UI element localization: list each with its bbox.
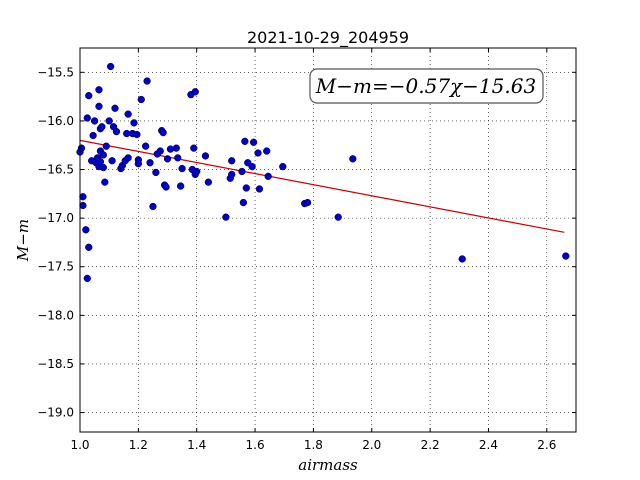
data-point [241,137,249,145]
fit-layer [79,139,565,233]
data-point [85,91,93,100]
data-point [228,157,236,165]
data-point [133,130,141,139]
data-point [263,147,271,155]
fit-line [79,139,565,233]
data-point [141,142,150,150]
data-point [102,142,110,150]
data-point [238,167,246,176]
data-point [279,162,287,171]
data-point [228,170,236,179]
data-point [95,102,103,110]
data-point [562,252,570,260]
data-point [178,164,186,173]
y-tick-label: −17.0 [37,211,74,225]
data-point [177,182,185,190]
data-point [458,255,466,263]
data-point [101,178,109,186]
data-point [190,144,198,152]
data-point [159,128,167,137]
data-point [82,226,90,234]
data-point [99,151,107,159]
y-tick-label: −16.5 [37,163,74,177]
data-point [222,213,230,221]
x-tick-labels: 1.0 1.2 1.4 1.6 1.8 2.0 2.2 2.4 2.6 [70,438,556,452]
ticks [79,48,576,432]
data-point [83,114,91,122]
y-axis-label: M−m [14,219,32,262]
data-point [162,183,170,191]
data-point [264,172,272,180]
data-point [239,198,248,207]
data-point [242,184,250,192]
y-tick-label: −16.0 [37,114,74,128]
data-point [174,154,182,162]
x-tick-label: 2.0 [362,438,381,452]
data-point [77,144,86,152]
data-point [193,167,201,176]
fit-annotation: M−m=−0.57χ−15.63 [309,68,544,104]
y-tick-label: −19.0 [37,406,74,420]
data-point [124,110,132,118]
x-tick-label: 1.8 [304,438,323,452]
data-point [134,160,143,168]
data-point [105,117,113,125]
x-tick-label: 2.6 [537,438,556,452]
data-point [149,202,157,211]
data-point [146,159,154,167]
data-point [79,193,87,201]
data-point [111,104,119,112]
y-tick-label: −18.5 [37,357,74,371]
data-point [255,185,264,193]
data-point [130,119,138,127]
x-tick-label: 1.0 [70,438,89,452]
x-axis-label: airmass [298,456,358,474]
data-point [85,243,93,251]
data-point [156,147,164,155]
data-point [163,155,172,163]
data-point [108,157,116,165]
data-point [112,127,121,136]
x-tick-label: 2.2 [421,438,440,452]
data-point [248,162,256,171]
data-points [76,62,570,283]
data-point [90,117,99,125]
data-point [106,62,115,71]
y-tick-labels: −15.5 −16.0 −16.5 −17.0 −17.5 −18.0 −18.5 −19.0 [37,65,74,419]
annotation-box [309,68,544,104]
x-tick-label: 2.4 [479,438,498,452]
annotation-text: M−m=−0.57χ−15.63 [315,74,536,98]
data-point [303,198,312,207]
data-point [124,154,132,162]
plot-frame [79,47,577,433]
data-point [254,149,262,157]
y-tick-label: −17.5 [37,260,74,274]
x-tick-label: 1.2 [129,438,148,452]
data-point [143,77,151,85]
data-point [172,144,180,152]
chart-title: 2021-10-29_204959 [247,28,409,48]
data-point [204,178,213,186]
y-tick-label: −18.0 [37,308,74,322]
data-point [249,138,258,146]
x-tick-label: 1.6 [246,438,265,452]
data-point [191,88,199,96]
data-point [83,274,91,283]
data-point [99,163,107,172]
data-point [137,95,145,104]
data-point [349,155,357,163]
data-point [95,86,103,94]
data-point [98,123,106,131]
data-point [334,213,342,221]
data-point [96,158,105,166]
y-tick-label: −15.5 [37,65,74,79]
grid [79,48,576,432]
data-point [89,131,97,140]
data-point [79,201,87,210]
x-tick-label: 1.4 [187,438,206,452]
data-point [152,168,160,177]
data-point [201,152,210,160]
